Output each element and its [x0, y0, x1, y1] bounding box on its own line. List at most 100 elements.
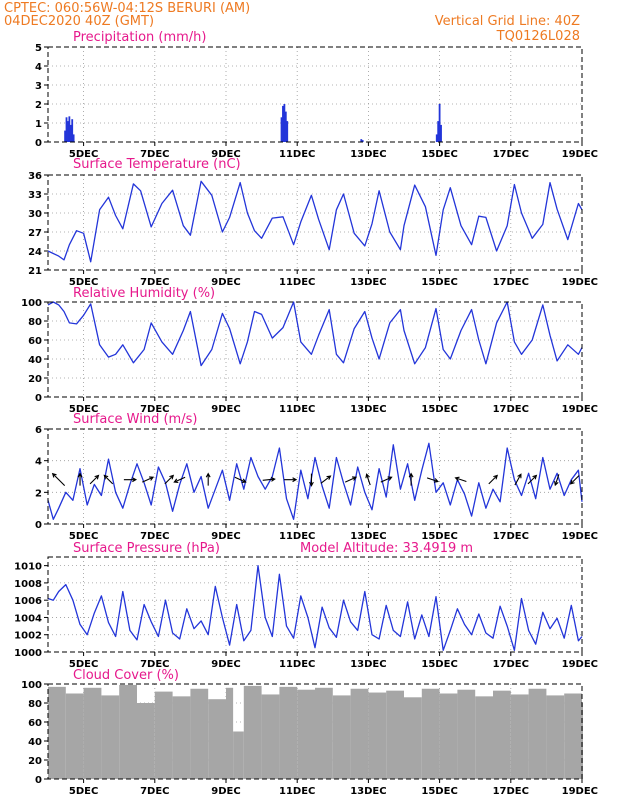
wind-arrow [569, 475, 580, 485]
wind-arrow [320, 475, 332, 484]
y-tick-label: 0 [35, 775, 42, 786]
x-tick-label: 15DEC [421, 659, 457, 670]
cloud-bar [261, 694, 280, 779]
x-tick-label: 19DEC [562, 404, 598, 415]
cloud-bar [546, 695, 565, 779]
y-tick-label: 20 [28, 374, 42, 385]
title-wind: Surface Wind (m/s) [73, 412, 197, 427]
panel-rh: 0 20 40 60 80 100 5DEC 7DEC 9DEC 11DEC 13DEC 15DEC 1… [21, 298, 598, 415]
wind-arrow [89, 474, 100, 485]
x-tick-label: 7DEC [140, 404, 169, 415]
y-tick-label: 80 [28, 317, 42, 328]
wind-arrow [51, 472, 66, 487]
cloud-bar [475, 696, 493, 779]
y-tick-label: 27 [28, 228, 42, 239]
y-tick-label: 6 [35, 425, 42, 436]
pressure-model-altitude: Model Altitude: 33.4919 m [300, 541, 473, 556]
x-tick-label: 7DEC [140, 149, 169, 160]
x-tick-label: 15DEC [421, 786, 457, 797]
wind-arrow [527, 474, 538, 485]
plot-frame [47, 301, 583, 398]
x-tick-label: 19DEC [562, 786, 598, 797]
wind-arrow [123, 477, 138, 483]
y-tick-label: 0 [35, 520, 42, 531]
x-tick-label: 13DEC [350, 531, 386, 542]
x-tick-label: 17DEC [493, 531, 529, 542]
pressure-series-line [47, 564, 583, 651]
wind-arrow [380, 476, 393, 483]
cloud-bar [279, 686, 298, 779]
title-temperature: Surface Temperature (nC) [73, 157, 241, 172]
wind-arrow [365, 473, 371, 486]
x-tick-label: 11DEC [279, 277, 315, 288]
x-tick-label: 11DEC [279, 786, 315, 797]
cloud-bar [582, 703, 583, 779]
cloud-bar [368, 692, 387, 779]
precip-bar [437, 121, 440, 142]
precip-bar [440, 124, 442, 142]
x-tick-label: 13DEC [350, 277, 386, 288]
x-tick-label: 17DEC [493, 659, 529, 670]
x-tick-label: 7DEC [140, 277, 169, 288]
x-tick-label: 19DEC [562, 277, 598, 288]
cloud-bar [564, 693, 582, 779]
x-tick-label: 7DEC [140, 659, 169, 670]
wind-arrow [205, 472, 211, 486]
y-tick-label: 36 [28, 171, 42, 182]
header-date: 04DEC2020 40Z (GMT) [4, 14, 154, 29]
y-tick-label: 4 [35, 62, 42, 73]
y-tick-label: 30 [28, 209, 42, 220]
wind-arrow [173, 476, 186, 483]
y-tick-label: 1006 [14, 596, 42, 607]
title-humidity: Relative Humidity (%) [73, 286, 215, 301]
cloud-bar [457, 689, 476, 779]
y-tick-label: 33 [28, 190, 42, 201]
x-tick-label: 19DEC [562, 149, 598, 160]
cloud-bar [83, 687, 102, 779]
precip-bar [69, 124, 72, 142]
x-tick-label: 5DEC [69, 531, 98, 542]
precip-bar [286, 121, 289, 142]
plot-frame [47, 174, 583, 271]
y-tick-label: 1002 [14, 631, 42, 642]
y-tick-label: 5 [35, 43, 42, 54]
wind-arrow [454, 476, 467, 482]
cloud-bar [421, 688, 440, 779]
y-tick-label: 1 [35, 119, 42, 130]
precip-bar [360, 139, 363, 142]
y-tick-label: 21 [28, 266, 42, 277]
wind-arrow [309, 473, 314, 487]
precip-bar [65, 117, 68, 142]
y-tick-label: 3 [35, 81, 42, 92]
x-tick-label: 15DEC [421, 404, 457, 415]
x-tick-label: 9DEC [211, 786, 240, 797]
y-tick-label: 0 [35, 393, 42, 404]
wind-arrow [554, 474, 560, 487]
cloud-bar [119, 684, 137, 779]
cloud-bar [315, 687, 333, 779]
y-tick-label: 2 [35, 488, 42, 499]
y-tick-label: 40 [28, 737, 42, 748]
wind-arrow [344, 476, 358, 483]
precip-bar [64, 130, 66, 142]
wind-series-line [47, 442, 583, 520]
cloud-bar [439, 693, 458, 779]
cloud-bar [243, 685, 262, 779]
rh-series-line [47, 301, 583, 367]
x-tick-label: 19DEC [562, 659, 598, 670]
precip-bar [438, 104, 441, 142]
temp-series-line [47, 180, 583, 263]
wind-arrow [514, 473, 522, 486]
plot-frame [47, 556, 583, 653]
precip-bar [284, 111, 287, 142]
y-tick-label: 100 [21, 298, 42, 309]
cloud-bar [172, 696, 191, 779]
cloud-bar [332, 695, 351, 779]
wind-arrow [262, 477, 276, 482]
y-tick-label: 2 [35, 100, 42, 111]
cloud-bar [226, 687, 234, 779]
x-tick-label: 7DEC [140, 786, 169, 797]
cloud-bar [386, 690, 404, 779]
cloud-bar [493, 690, 511, 779]
